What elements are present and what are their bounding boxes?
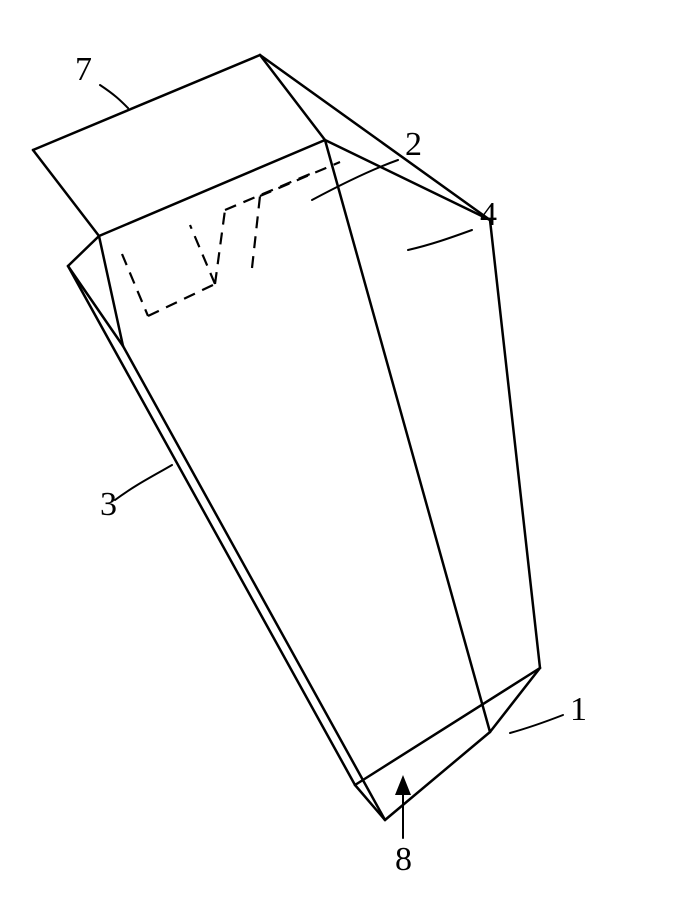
label-4: 4 [480,196,497,233]
leader-3 [115,465,172,500]
hidden-edge [215,210,225,284]
labels: 7 2 4 3 1 8 [75,51,587,878]
solid-edges [33,55,540,820]
diagram-canvas: 7 2 4 3 1 8 [0,0,691,920]
label-7: 7 [75,51,92,88]
leader-4 [408,230,472,250]
edge [33,150,99,236]
edge [490,668,540,732]
edge [68,266,355,785]
edge [123,346,385,820]
edge [260,55,490,220]
hidden-edge [148,284,215,316]
hidden-edge [122,254,148,316]
edge [260,55,325,140]
label-8: 8 [395,841,412,878]
edge [490,220,540,668]
label-2: 2 [405,126,422,163]
dashed-edges [122,162,340,316]
edge [385,732,490,820]
edge [355,785,385,820]
hidden-edge [190,225,215,284]
arrowhead-icon [395,775,411,795]
edge [325,140,490,732]
edge [33,55,260,150]
leader-2 [312,160,398,200]
label-1: 1 [570,691,587,728]
leader-7 [100,85,128,108]
leader-1 [510,715,563,733]
edge [99,140,325,236]
hidden-edge [252,196,260,268]
edge [68,236,99,266]
label-3: 3 [100,486,117,523]
